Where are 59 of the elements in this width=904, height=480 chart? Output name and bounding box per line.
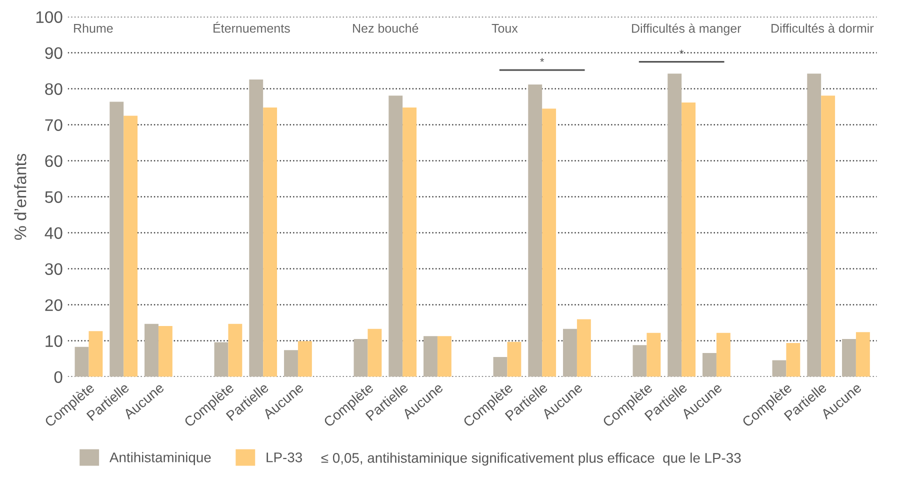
annotation: *	[680, 50, 684, 54]
annotation: Nez bouché	[353, 23, 418, 33]
y-tick-label: 0	[54, 371, 62, 384]
bar	[388, 96, 403, 377]
legend-label: LP-33	[266, 452, 302, 462]
bar	[228, 324, 242, 377]
bar	[437, 336, 452, 377]
bar	[249, 79, 264, 377]
bar	[284, 350, 298, 377]
bar	[786, 342, 800, 377]
bar	[528, 84, 542, 377]
y-tick-label: 40	[44, 227, 62, 240]
bar	[214, 342, 228, 377]
bar	[576, 319, 591, 377]
legend-label: Antihistaminique	[109, 452, 211, 466]
y-tick-label: 80	[45, 83, 62, 96]
text: ≤ 0,05, antihistaminique significativement plus efficace que le LP-33	[321, 452, 741, 466]
y-tick-label: 50	[45, 191, 62, 204]
bar	[702, 353, 716, 377]
bar	[368, 328, 382, 377]
bar	[402, 108, 417, 377]
y-tick-label: 100	[36, 11, 62, 24]
bar	[563, 328, 577, 377]
y-tick-label: 10	[46, 335, 62, 348]
bar	[807, 74, 822, 377]
bar	[298, 341, 312, 377]
bar	[144, 324, 158, 377]
bar	[263, 108, 278, 377]
bar	[354, 339, 368, 377]
y-tick-label: 70	[45, 119, 62, 132]
bar	[124, 116, 138, 377]
annotation: Toux	[492, 24, 518, 33]
bar	[682, 102, 696, 377]
annotation: *	[540, 58, 544, 62]
bar	[424, 336, 438, 377]
bar	[856, 332, 870, 377]
y-tick-label: 20	[45, 299, 62, 312]
y-tick-label: 30	[45, 263, 62, 276]
bar	[716, 332, 730, 377]
y-tick-label: 60	[45, 155, 62, 168]
bar	[110, 102, 124, 377]
bar	[632, 345, 647, 377]
bar	[842, 339, 856, 377]
bar	[668, 74, 682, 377]
bar	[158, 326, 172, 377]
y-axis-title: % d’enfants	[14, 154, 26, 240]
bar	[74, 346, 89, 377]
annotation: Difficultés à dormir	[772, 23, 874, 33]
bar	[772, 360, 786, 377]
bar	[493, 357, 508, 377]
annotation: Éternuements	[214, 22, 290, 33]
y-tick-label: 90	[45, 47, 62, 60]
annotation: Difficultés à manger	[632, 24, 742, 36]
bar	[646, 332, 661, 377]
bar	[507, 342, 522, 377]
bar	[88, 331, 103, 377]
bar	[542, 108, 556, 377]
bar	[821, 96, 836, 377]
annotation: Rhume	[74, 24, 113, 33]
